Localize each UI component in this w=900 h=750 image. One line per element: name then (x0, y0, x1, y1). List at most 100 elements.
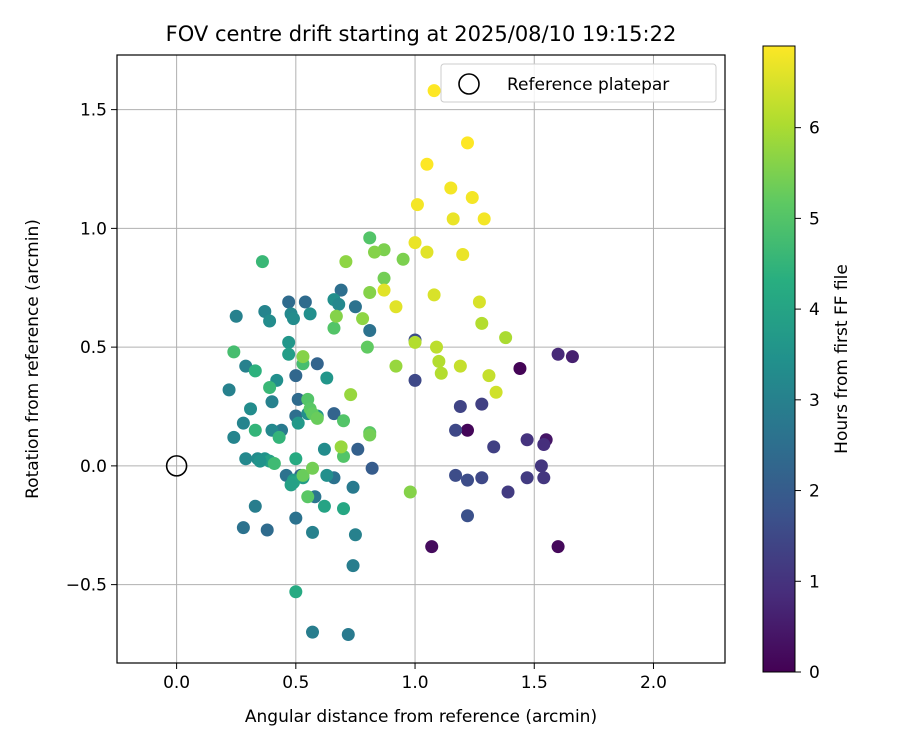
y-tick-label: −0.5 (66, 576, 107, 596)
colorbar-tick-label: 0 (809, 663, 820, 683)
data-point (377, 283, 391, 297)
data-point (248, 364, 262, 378)
data-point (239, 452, 253, 466)
x-tick-label: 0.5 (282, 673, 309, 693)
data-point (377, 271, 391, 285)
data-point (306, 461, 320, 475)
data-point (320, 371, 334, 385)
data-point (477, 212, 491, 226)
data-point (306, 525, 320, 539)
data-point (456, 248, 470, 261)
legend-marker-open-circle (458, 73, 480, 95)
data-point (356, 312, 370, 326)
y-tick-label: 0.5 (80, 338, 107, 358)
y-axis-ticks: −0.5 0.0 0.5 1.0 1.5 (66, 101, 117, 596)
x-tick-label: 1.0 (402, 673, 429, 693)
data-point (520, 433, 534, 447)
data-point (425, 540, 439, 554)
data-point (282, 335, 296, 349)
data-point (284, 478, 298, 492)
data-point (389, 300, 403, 314)
data-point (317, 442, 331, 456)
data-point (460, 423, 474, 437)
data-point (267, 457, 281, 470)
data-point (453, 359, 467, 373)
data-point (346, 559, 360, 573)
data-point (236, 521, 250, 535)
legend-entry-reference-platepar: Reference platepar (507, 75, 669, 95)
data-point (244, 402, 258, 416)
data-point (482, 369, 496, 383)
data-point (396, 252, 410, 266)
x-tick-label: 0.0 (163, 673, 190, 693)
data-point (317, 499, 331, 513)
data-point (449, 468, 463, 482)
chart-title: FOV centre drift starting at 2025/08/10 … (166, 22, 677, 46)
data-point (444, 181, 458, 195)
data-point (453, 400, 467, 413)
data-point (337, 502, 351, 516)
data-point (360, 340, 374, 354)
x-tick-label: 2.0 (640, 673, 667, 693)
x-axis-ticks: 0.0 0.5 1.0 1.5 2.0 (163, 663, 667, 693)
y-tick-label: 1.5 (80, 101, 107, 121)
reference-platepar-marker (165, 455, 188, 477)
data-point (537, 438, 551, 451)
data-point (420, 245, 434, 259)
data-point (339, 255, 353, 269)
plot-area (117, 55, 725, 663)
data-point (489, 385, 503, 399)
data-point (351, 442, 365, 456)
data-point (389, 359, 403, 373)
data-point (272, 430, 286, 444)
data-point (320, 468, 334, 482)
colorbar-tick-label: 3 (809, 391, 820, 411)
data-point (363, 286, 377, 299)
plot-frame (116, 54, 726, 664)
data-point (363, 428, 377, 442)
data-point (289, 511, 303, 525)
data-point (255, 255, 269, 269)
data-point (291, 392, 305, 406)
data-point (446, 212, 460, 226)
data-point (229, 309, 243, 323)
y-tick-label: 0.0 (80, 457, 107, 477)
data-point (475, 397, 489, 411)
data-point (236, 416, 250, 430)
data-point (348, 528, 362, 542)
colorbar-tick-label: 5 (809, 209, 820, 229)
data-point (537, 471, 551, 485)
data-point (334, 283, 348, 297)
data-point (265, 395, 279, 409)
data-point (327, 321, 341, 335)
data-point (551, 540, 565, 554)
data-point (410, 198, 424, 212)
data-point (346, 480, 360, 494)
data-point (368, 245, 382, 259)
y-axis-label: Rotation from reference (arcmin) (23, 219, 43, 499)
data-point (310, 411, 324, 425)
data-point (408, 236, 422, 250)
data-point (499, 331, 513, 345)
data-point (408, 373, 422, 387)
data-point (427, 84, 441, 98)
data-point (227, 345, 241, 359)
data-point (363, 231, 377, 245)
data-point (487, 440, 501, 454)
data-point (286, 312, 300, 326)
data-point (475, 316, 489, 330)
legend: Reference platepar (440, 63, 717, 103)
data-point (260, 523, 274, 537)
data-point (248, 499, 262, 513)
data-point (408, 335, 422, 349)
data-point (329, 309, 343, 323)
colorbar-tick-label: 6 (809, 119, 820, 139)
data-point (337, 414, 351, 428)
data-point (420, 157, 434, 171)
data-point (460, 473, 474, 487)
data-point (501, 485, 515, 499)
data-point (363, 324, 377, 337)
data-point (344, 388, 358, 402)
data-point (534, 459, 548, 473)
